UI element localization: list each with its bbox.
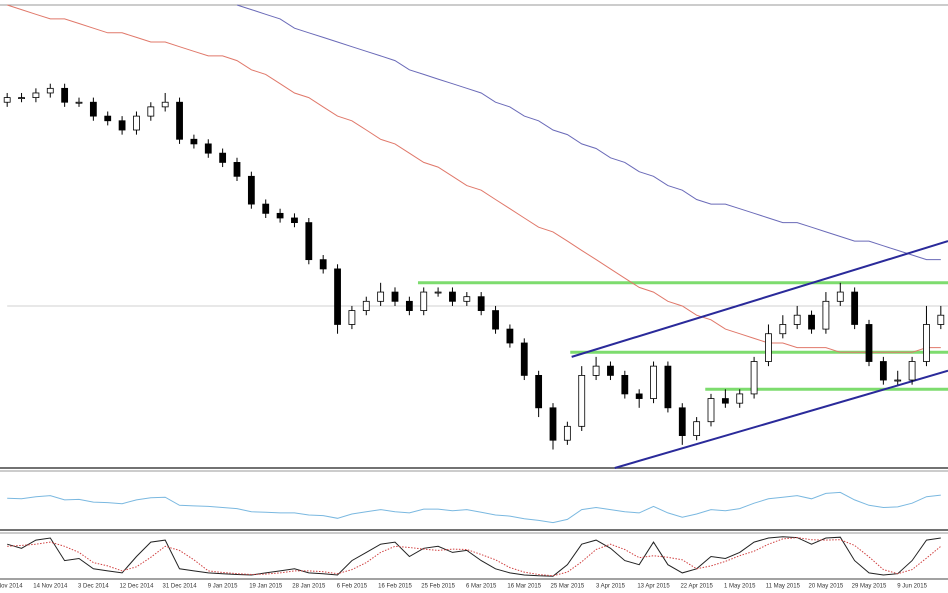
x-tick-label: 12 Dec 2014 [119,584,154,590]
x-tick-label: 19 Jan 2015 [249,584,283,590]
candle-body [822,300,830,330]
candle-body [578,374,586,427]
x-tick-label: 31 Dec 2014 [163,584,198,590]
candle-body [362,300,370,311]
candle-body [291,217,298,224]
x-tick-label: 25 Mar 2015 [551,584,585,590]
candle-body [894,379,902,382]
candle-body [736,393,744,404]
candle-body [836,291,844,302]
candle-body [190,138,198,145]
x-tick-label: 11 May 2015 [766,584,801,590]
candle-body [607,365,614,376]
candle-body [779,324,787,335]
x-tick-label: 16 Mar 2015 [507,584,541,590]
candle-body [61,87,69,103]
candle-body [650,365,657,399]
x-tick-label: 6 Feb 2015 [337,584,368,590]
candle-body [319,259,327,270]
candle-body [908,361,916,381]
candle-body [937,314,945,325]
candle-body [865,324,873,362]
candle-body [247,175,255,205]
candle-body [449,291,456,302]
candle-body [305,222,313,261]
candle-body [678,407,686,436]
candle-body [75,101,83,104]
candle-body [851,291,859,325]
candle-body [348,310,356,325]
candle-body [89,101,97,117]
candle-body [133,115,140,131]
candle-body [506,328,514,344]
candle-body [793,314,801,325]
candle-body [721,398,729,404]
candle-body [233,162,241,177]
candle-body [492,310,499,330]
candle-body [176,101,183,140]
candle-body [219,152,227,163]
candle-body [535,374,543,409]
x-tick-label: 20 May 2015 [809,584,844,590]
candle-body [147,106,155,117]
indicator-line [7,491,941,524]
candle-body [463,296,471,302]
x-tick-label: 5 Nov 2014 [0,584,23,590]
candle-body [808,314,815,330]
candle-body [334,268,341,325]
candle-body [420,291,428,311]
x-tick-label: 13 Apr 2015 [637,584,670,590]
x-tick-label: 22 Apr 2015 [680,584,713,590]
x-tick-label: 28 Jan 2015 [292,584,326,590]
candle-body [3,97,11,103]
candle-body [276,212,284,219]
x-tick-label: 9 Jun 2015 [897,584,927,590]
candle-body [549,407,557,441]
indicator-line [7,4,941,353]
candle-body [693,421,701,436]
x-tick-label: 6 Mar 2015 [466,584,497,590]
candle-body [563,425,571,441]
x-tick-label: 9 Jan 2015 [208,584,238,590]
x-tick-label: 14 Nov 2014 [33,584,68,590]
trend-line [614,369,948,469]
candle-body [635,393,643,399]
x-tick-label: 16 Feb 2015 [378,584,412,590]
indicator-line [7,536,941,577]
candle-body [204,143,212,154]
candle-body [405,300,413,311]
trend-line [571,240,948,358]
candle-body [923,324,930,362]
candle-body [104,115,112,122]
candle-body [879,361,887,381]
candle-body [707,398,715,423]
x-tick-label: 29 May 2015 [852,584,887,590]
candle-body [664,365,672,409]
candle-body [32,92,40,99]
candle-body [161,101,169,108]
candle-body [520,342,528,376]
candle-body [18,97,25,99]
candle-body [118,120,126,131]
candle-body [477,296,485,311]
candle-body [377,291,385,302]
candle-body [750,361,758,395]
candle-body [621,374,629,395]
x-tick-label: 3 Apr 2015 [596,584,626,590]
candle-body [765,333,772,362]
candle-body [46,87,54,94]
x-tick-label: 1 May 2015 [724,584,756,590]
x-tick-label: 25 Feb 2015 [421,584,455,590]
candle-body [434,291,442,294]
x-tick-label: 3 Dec 2014 [78,584,109,590]
candle-body [391,291,399,302]
candle-body [592,365,600,376]
indicator-line [236,4,941,261]
candle-body [262,203,270,214]
indicator-line [7,537,942,577]
